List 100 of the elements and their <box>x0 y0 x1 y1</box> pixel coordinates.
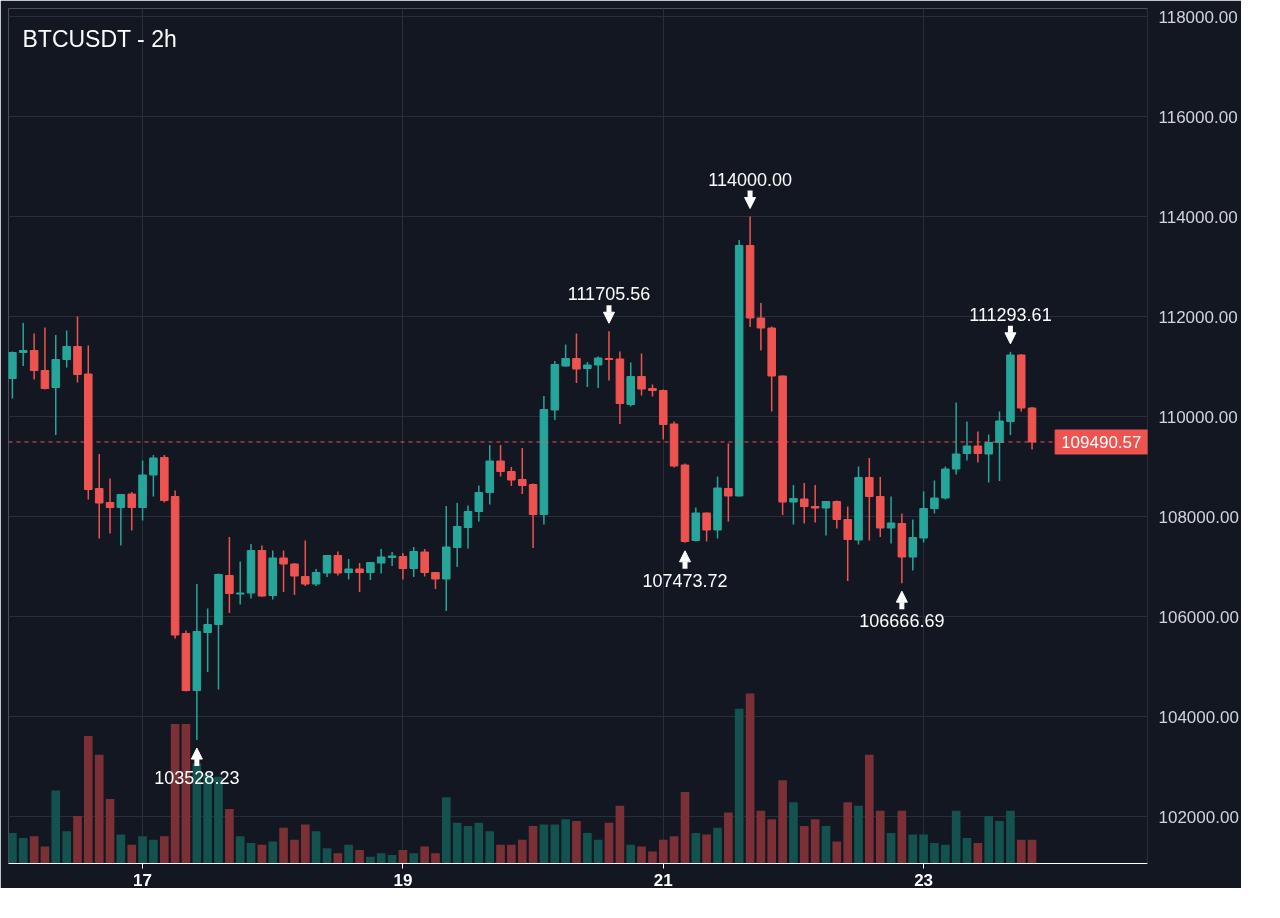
candlestick <box>604 330 614 382</box>
bar <box>756 810 766 864</box>
candlestick <box>930 479 939 515</box>
bar <box>300 824 310 864</box>
bar <box>431 853 440 864</box>
candlestick <box>18 322 28 367</box>
bar <box>51 790 61 864</box>
candlestick <box>951 401 961 476</box>
candlestick <box>225 536 234 614</box>
candlestick <box>40 326 50 391</box>
bar <box>333 853 343 864</box>
candlestick <box>821 500 831 537</box>
bar <box>810 819 820 864</box>
candlestick <box>322 554 332 578</box>
bar <box>865 754 874 864</box>
bar <box>973 843 983 864</box>
bar <box>485 831 495 864</box>
bar <box>615 805 625 864</box>
bar <box>127 844 137 864</box>
bar <box>626 844 636 864</box>
annotation: 111293.61 <box>969 304 1052 325</box>
candlestick <box>593 355 603 389</box>
bar <box>583 832 592 864</box>
annotation: 107473.72 <box>642 570 728 591</box>
candlestick <box>127 491 137 532</box>
bar <box>561 819 570 864</box>
candlestick <box>984 433 993 484</box>
bar <box>246 843 256 864</box>
bar <box>713 827 722 864</box>
bar <box>83 736 93 864</box>
bar <box>1016 839 1026 864</box>
candlestick <box>724 442 733 523</box>
bar <box>669 836 679 864</box>
bar <box>355 849 364 864</box>
x-tick-label: 21 <box>653 870 673 890</box>
annotation: 114000.00 <box>708 169 792 190</box>
candlestick <box>799 482 809 525</box>
bar <box>702 834 711 864</box>
candlestick <box>301 539 310 587</box>
bar <box>832 841 842 864</box>
candlestick <box>62 329 71 369</box>
bar <box>18 838 28 864</box>
bar <box>745 693 755 864</box>
bar <box>843 802 853 864</box>
bar <box>235 836 245 864</box>
bar <box>789 802 798 864</box>
bar <box>886 832 896 864</box>
candlestick <box>409 546 419 578</box>
bar <box>539 824 549 864</box>
candlestick <box>344 558 353 581</box>
candlestick <box>376 548 386 575</box>
annotation: 106666.69 <box>859 611 945 632</box>
bar <box>116 834 126 864</box>
bar <box>799 826 809 864</box>
bar <box>691 832 701 864</box>
x-tick-label: 23 <box>914 870 934 890</box>
bar <box>290 839 299 864</box>
bar <box>366 856 375 864</box>
bar <box>149 839 158 864</box>
candlestick <box>507 466 516 487</box>
bar <box>441 797 451 864</box>
candlestick <box>452 502 462 568</box>
bar <box>376 853 386 864</box>
candlestick <box>398 552 408 581</box>
bar <box>73 815 82 864</box>
candlestick <box>702 511 711 543</box>
bar <box>528 826 538 864</box>
bar <box>648 851 657 864</box>
candlestick <box>810 484 820 524</box>
y-tick-label: 114000.00 <box>1158 207 1238 227</box>
bar <box>311 831 321 864</box>
bar <box>875 810 885 864</box>
candlestick <box>843 505 852 582</box>
bar <box>854 805 863 864</box>
bar <box>734 708 744 864</box>
bar <box>908 834 918 864</box>
candlestick <box>290 562 299 596</box>
x-tick-label: 17 <box>133 870 153 890</box>
bar <box>507 844 516 864</box>
candlestick <box>865 457 874 542</box>
y-tick-label: 110000.00 <box>1158 407 1238 427</box>
bar <box>778 780 787 864</box>
bar <box>767 819 777 864</box>
bar <box>517 839 527 864</box>
candlestick <box>387 551 397 567</box>
annotation: 103528.23 <box>154 768 240 789</box>
candlestick <box>995 410 1004 482</box>
bar <box>984 815 994 864</box>
candlestick <box>583 361 592 388</box>
candlestick <box>496 444 505 478</box>
candlestick <box>756 302 766 352</box>
bar <box>637 846 646 864</box>
bar <box>821 826 831 864</box>
bar <box>919 834 928 864</box>
candlestick <box>474 484 484 523</box>
text: BTCUSDT - 2h <box>22 25 177 52</box>
bar <box>680 792 690 864</box>
bar <box>604 822 614 864</box>
candlestick <box>105 477 115 535</box>
y-tick-label: 104000.00 <box>1158 707 1239 727</box>
